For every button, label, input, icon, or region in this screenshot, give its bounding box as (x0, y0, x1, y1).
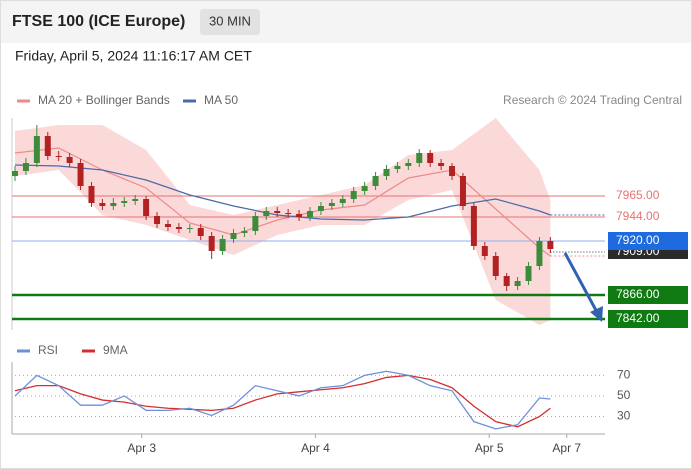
candle-body (175, 227, 182, 229)
candle-body (427, 153, 434, 163)
candle-body (525, 266, 532, 281)
bollinger-band (15, 118, 551, 325)
credit: Research © 2024 Trading Central (503, 93, 682, 107)
candle-body (339, 199, 346, 203)
candle-body (230, 233, 237, 239)
candle-body (285, 213, 292, 214)
candle-body (12, 171, 18, 176)
candle-body (208, 236, 215, 251)
candle-body (33, 136, 40, 163)
candle-body (438, 163, 445, 166)
x-tick-label: Apr 7 (552, 441, 581, 455)
candle-body (55, 156, 62, 157)
candle-body (492, 256, 499, 276)
candle-body (164, 224, 171, 227)
candle-body (77, 163, 84, 186)
candle-body (121, 201, 128, 203)
forecast-arrowhead (590, 306, 603, 322)
chart-title: FTSE 100 (ICE Europe) (12, 13, 185, 30)
candle-body (274, 211, 281, 213)
legend-label: 9MA (103, 343, 128, 357)
level-tag (608, 232, 688, 250)
candle-body (99, 203, 106, 206)
candle-body (154, 216, 161, 224)
level-tag (608, 286, 688, 304)
level-label: 7965.00 (616, 188, 660, 202)
y-tick-label: 50 (617, 388, 631, 402)
rsi-panel: RSI 9MA 70 50 30 Apr 3 Apr 4 Apr 5 Apr 7 (14, 343, 631, 455)
candle-body (514, 281, 521, 286)
candle-body (416, 153, 423, 163)
legend-label: MA 50 (204, 93, 238, 107)
candle-body (241, 231, 248, 233)
candle-body (263, 211, 270, 216)
level-label: 7866.00 (616, 287, 660, 301)
candle-body (383, 169, 390, 176)
candle-body (132, 199, 139, 201)
candle-body (197, 228, 204, 236)
candle-body (317, 206, 324, 211)
forecast-arrow (563, 252, 600, 315)
level-label: 7842.00 (616, 311, 660, 325)
candle-body (88, 186, 95, 203)
candle-body (328, 203, 335, 206)
candle-body (449, 166, 456, 176)
header-bar (1, 1, 691, 43)
candle-body (394, 166, 401, 169)
candle-body (219, 239, 226, 251)
candle-body (481, 246, 488, 256)
level-label: 7944.00 (616, 209, 660, 223)
interval-badge (200, 9, 260, 35)
candle-body (296, 214, 303, 217)
candle-body (22, 163, 29, 171)
candle-body (44, 136, 51, 156)
indicator-line (14, 370, 551, 430)
candle-body (252, 216, 259, 231)
candle-body (186, 228, 193, 229)
candle-body (547, 241, 554, 249)
candle-body (143, 199, 150, 216)
candle-body (405, 163, 412, 166)
candle-body (459, 176, 466, 206)
candle-body (307, 211, 313, 217)
candle-body (350, 191, 357, 199)
interval: 30 MIN (209, 13, 251, 28)
candle-body (361, 186, 368, 191)
legend-label: MA 20 + Bollinger Bands (38, 93, 170, 107)
level-label: 7920.00 (616, 233, 660, 247)
x-tick-label: Apr 4 (301, 441, 330, 455)
price-panel: MA 20 + Bollinger Bands MA 50 Research © 2… (12, 93, 688, 328)
candle-body (470, 206, 477, 246)
level-tag (608, 310, 688, 328)
candle-body (110, 203, 117, 206)
candle-body (503, 276, 510, 286)
candle-body (372, 176, 379, 186)
y-tick-label: 30 (617, 409, 631, 423)
x-tick-label: Apr 3 (127, 441, 156, 455)
timestamp: Friday, April 5, 2024 11:16:17 AM CET (15, 48, 252, 64)
y-tick-label: 70 (617, 368, 631, 382)
x-tick-label: Apr 5 (475, 441, 504, 455)
legend-label: RSI (38, 343, 58, 357)
candle-body (66, 157, 73, 163)
candle-body (536, 241, 543, 266)
